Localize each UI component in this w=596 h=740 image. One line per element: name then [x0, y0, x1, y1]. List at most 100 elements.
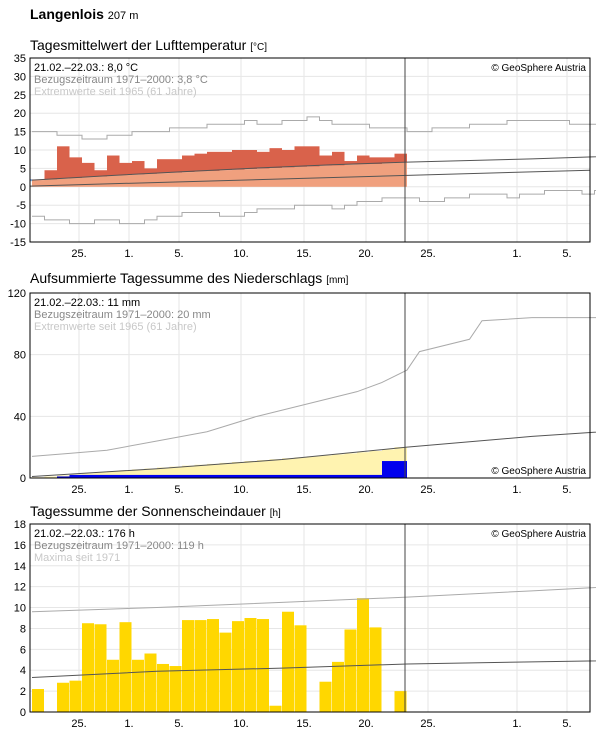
temperature-anomaly-bar [57, 146, 70, 179]
precipitation-observed-bar [357, 474, 370, 478]
temperature-ytick-label: -5 [16, 200, 26, 212]
sunshine-bar [144, 653, 157, 712]
temperature-unit: [°C] [250, 42, 267, 53]
temperature-normal-bar [107, 175, 120, 187]
sunshine-unit: [h] [269, 508, 281, 519]
temperature-anomaly-bar [307, 146, 320, 167]
temperature-anomaly-bar [294, 146, 307, 167]
sunshine-legend-extremes: Maxima seit 1971 [34, 552, 120, 564]
temperature-max-extreme-line [32, 116, 596, 140]
precipitation-xtick-label: 5. [174, 484, 183, 496]
precipitation-xtick-label: 15. [296, 484, 311, 496]
precipitation-observed-bar [57, 476, 70, 478]
sunshine-xtick-label: 1. [124, 718, 133, 730]
temperature-anomaly-bar [357, 155, 370, 165]
temperature-title-text: Tagesmittelwert der Lufttemperatur [30, 37, 247, 53]
precipitation-frame [29, 292, 591, 479]
precipitation-observed-bar [307, 474, 320, 478]
temperature-xtick-label: 10. [233, 248, 248, 260]
temperature-xtick-label: 25. [420, 248, 435, 260]
sunshine-xtick-label: 25. [420, 718, 435, 730]
sunshine-xtick-label: 20. [358, 718, 373, 730]
precipitation-observed-bar [294, 474, 307, 478]
precipitation-max-extreme-line [31, 317, 596, 457]
precipitation-observed-bar [344, 474, 357, 478]
sunshine-max-line [31, 586, 596, 613]
temperature-xtick-label: 5. [562, 248, 571, 260]
precipitation-observed-bar [382, 461, 395, 478]
temperature-frame [29, 57, 591, 243]
temperature-chart: 35 30 25 20 15 10 5 0 -5 -10 -15 25. 1. 5. 10. 15. 20. 25… [10, 53, 596, 260]
temperature-normal-bar [182, 172, 195, 187]
temperature-anomaly-bar [382, 157, 395, 164]
temperature-ytick-label: 35 [14, 53, 26, 65]
temperature-anomaly-bar [82, 162, 95, 178]
precipitation-ytick-label: 80 [14, 350, 26, 362]
temperature-ytick-label: 15 [14, 127, 26, 139]
temperature-normal-bar [32, 180, 45, 187]
temperature-legend-observed: 21.02.–22.03.: 8,0 °C [34, 62, 138, 74]
temperature-xtick-label: 1. [512, 248, 521, 260]
sunshine-xtick-label: 1. [512, 718, 521, 730]
sunshine-xtick-label: 5. [174, 718, 183, 730]
temperature-normal-bar [69, 177, 82, 187]
sunshine-ytick-label: 10 [14, 603, 26, 615]
temperature-xtick-label: 5. [174, 248, 183, 260]
temperature-normal-bar [307, 166, 320, 187]
temperature-anomaly-bar [369, 157, 382, 164]
sunshine-ytick-label: 6 [20, 644, 26, 656]
sunshine-title-text: Tagessumme der Sonnenscheindauer [30, 503, 266, 519]
temperature-normal-bar [319, 165, 332, 187]
sunshine-bar [107, 659, 119, 712]
temperature-normal-bar [382, 163, 395, 187]
temperature-anomaly-bar [257, 151, 270, 169]
sunshine-bar [219, 632, 232, 712]
temperature-anomaly-bar [394, 153, 407, 163]
temperature-normal-bar [219, 170, 232, 187]
temperature-ytick-label: -10 [10, 219, 26, 231]
precipitation-title: Aufsummierte Tagessumme des Niederschlag… [30, 270, 348, 286]
sunshine-bar [244, 618, 257, 712]
sunshine-ytick-label: 12 [14, 582, 26, 594]
precipitation-chart: 120 80 40 0 25. 1. 5. 10. 15. 20. 25. 1. 5. 21.02.–22… [8, 288, 596, 496]
precipitation-legend-reference: Bezugszeitraum 1971–2000: 20 mm [34, 309, 211, 321]
temperature-anomaly-bar [269, 148, 282, 169]
temperature-normal-bar [232, 169, 245, 187]
temperature-normal-bar [44, 179, 57, 187]
precipitation-observed-bar [119, 474, 132, 478]
sunshine-bar [282, 611, 294, 712]
temperature-normal-bar [169, 172, 182, 187]
precipitation-observed-bar [332, 474, 345, 478]
temperature-anomaly-bar [132, 161, 145, 175]
temperature-anomaly-bar [344, 161, 357, 165]
sunshine-bar [294, 625, 307, 712]
sunshine-bar [119, 622, 132, 712]
temperature-normal-bar [332, 165, 345, 187]
sunshine-chart: 18 16 14 12 10 8 6 4 2 0 25. 1. 5. 10. 15. 20. 25. 1. 5. 21… [14, 519, 596, 730]
temperature-normal-bar [294, 166, 307, 187]
temperature-anomaly-bar [207, 151, 220, 171]
temperature-ytick-label: 30 [14, 71, 26, 83]
sunshine-bar [232, 621, 244, 712]
temperature-normal-bar [144, 173, 157, 187]
sunshine-frame [29, 523, 591, 713]
sunshine-bar [169, 666, 182, 712]
temperature-anomaly-bar [244, 150, 257, 170]
temperature-title: Tagesmittelwert der Lufttemperatur [°C] [30, 37, 267, 53]
precipitation-legend-extremes: Extremwerte seit 1965 (61 Jahre) [34, 321, 197, 333]
precipitation-credit: © GeoSphere Austria [491, 466, 586, 477]
precipitation-observed-bar [107, 474, 120, 478]
temperature-normal-bar [119, 175, 132, 187]
temperature-normal-bar [344, 164, 357, 187]
sunshine-credit: © GeoSphere Austria [491, 529, 586, 540]
sunshine-bar [257, 619, 269, 712]
precipitation-xtick-label: 5. [562, 484, 571, 496]
sunshine-bar [94, 624, 107, 712]
sunshine-ytick-label: 2 [20, 686, 26, 698]
precipitation-observed-bar [232, 474, 245, 478]
temperature-lower-normal-line [29, 169, 591, 187]
temperature-normal-bar [357, 164, 370, 187]
temperature-anomaly-bar [232, 150, 245, 170]
temperature-normal-bar [257, 168, 270, 187]
precipitation-observed-bar [257, 474, 270, 478]
